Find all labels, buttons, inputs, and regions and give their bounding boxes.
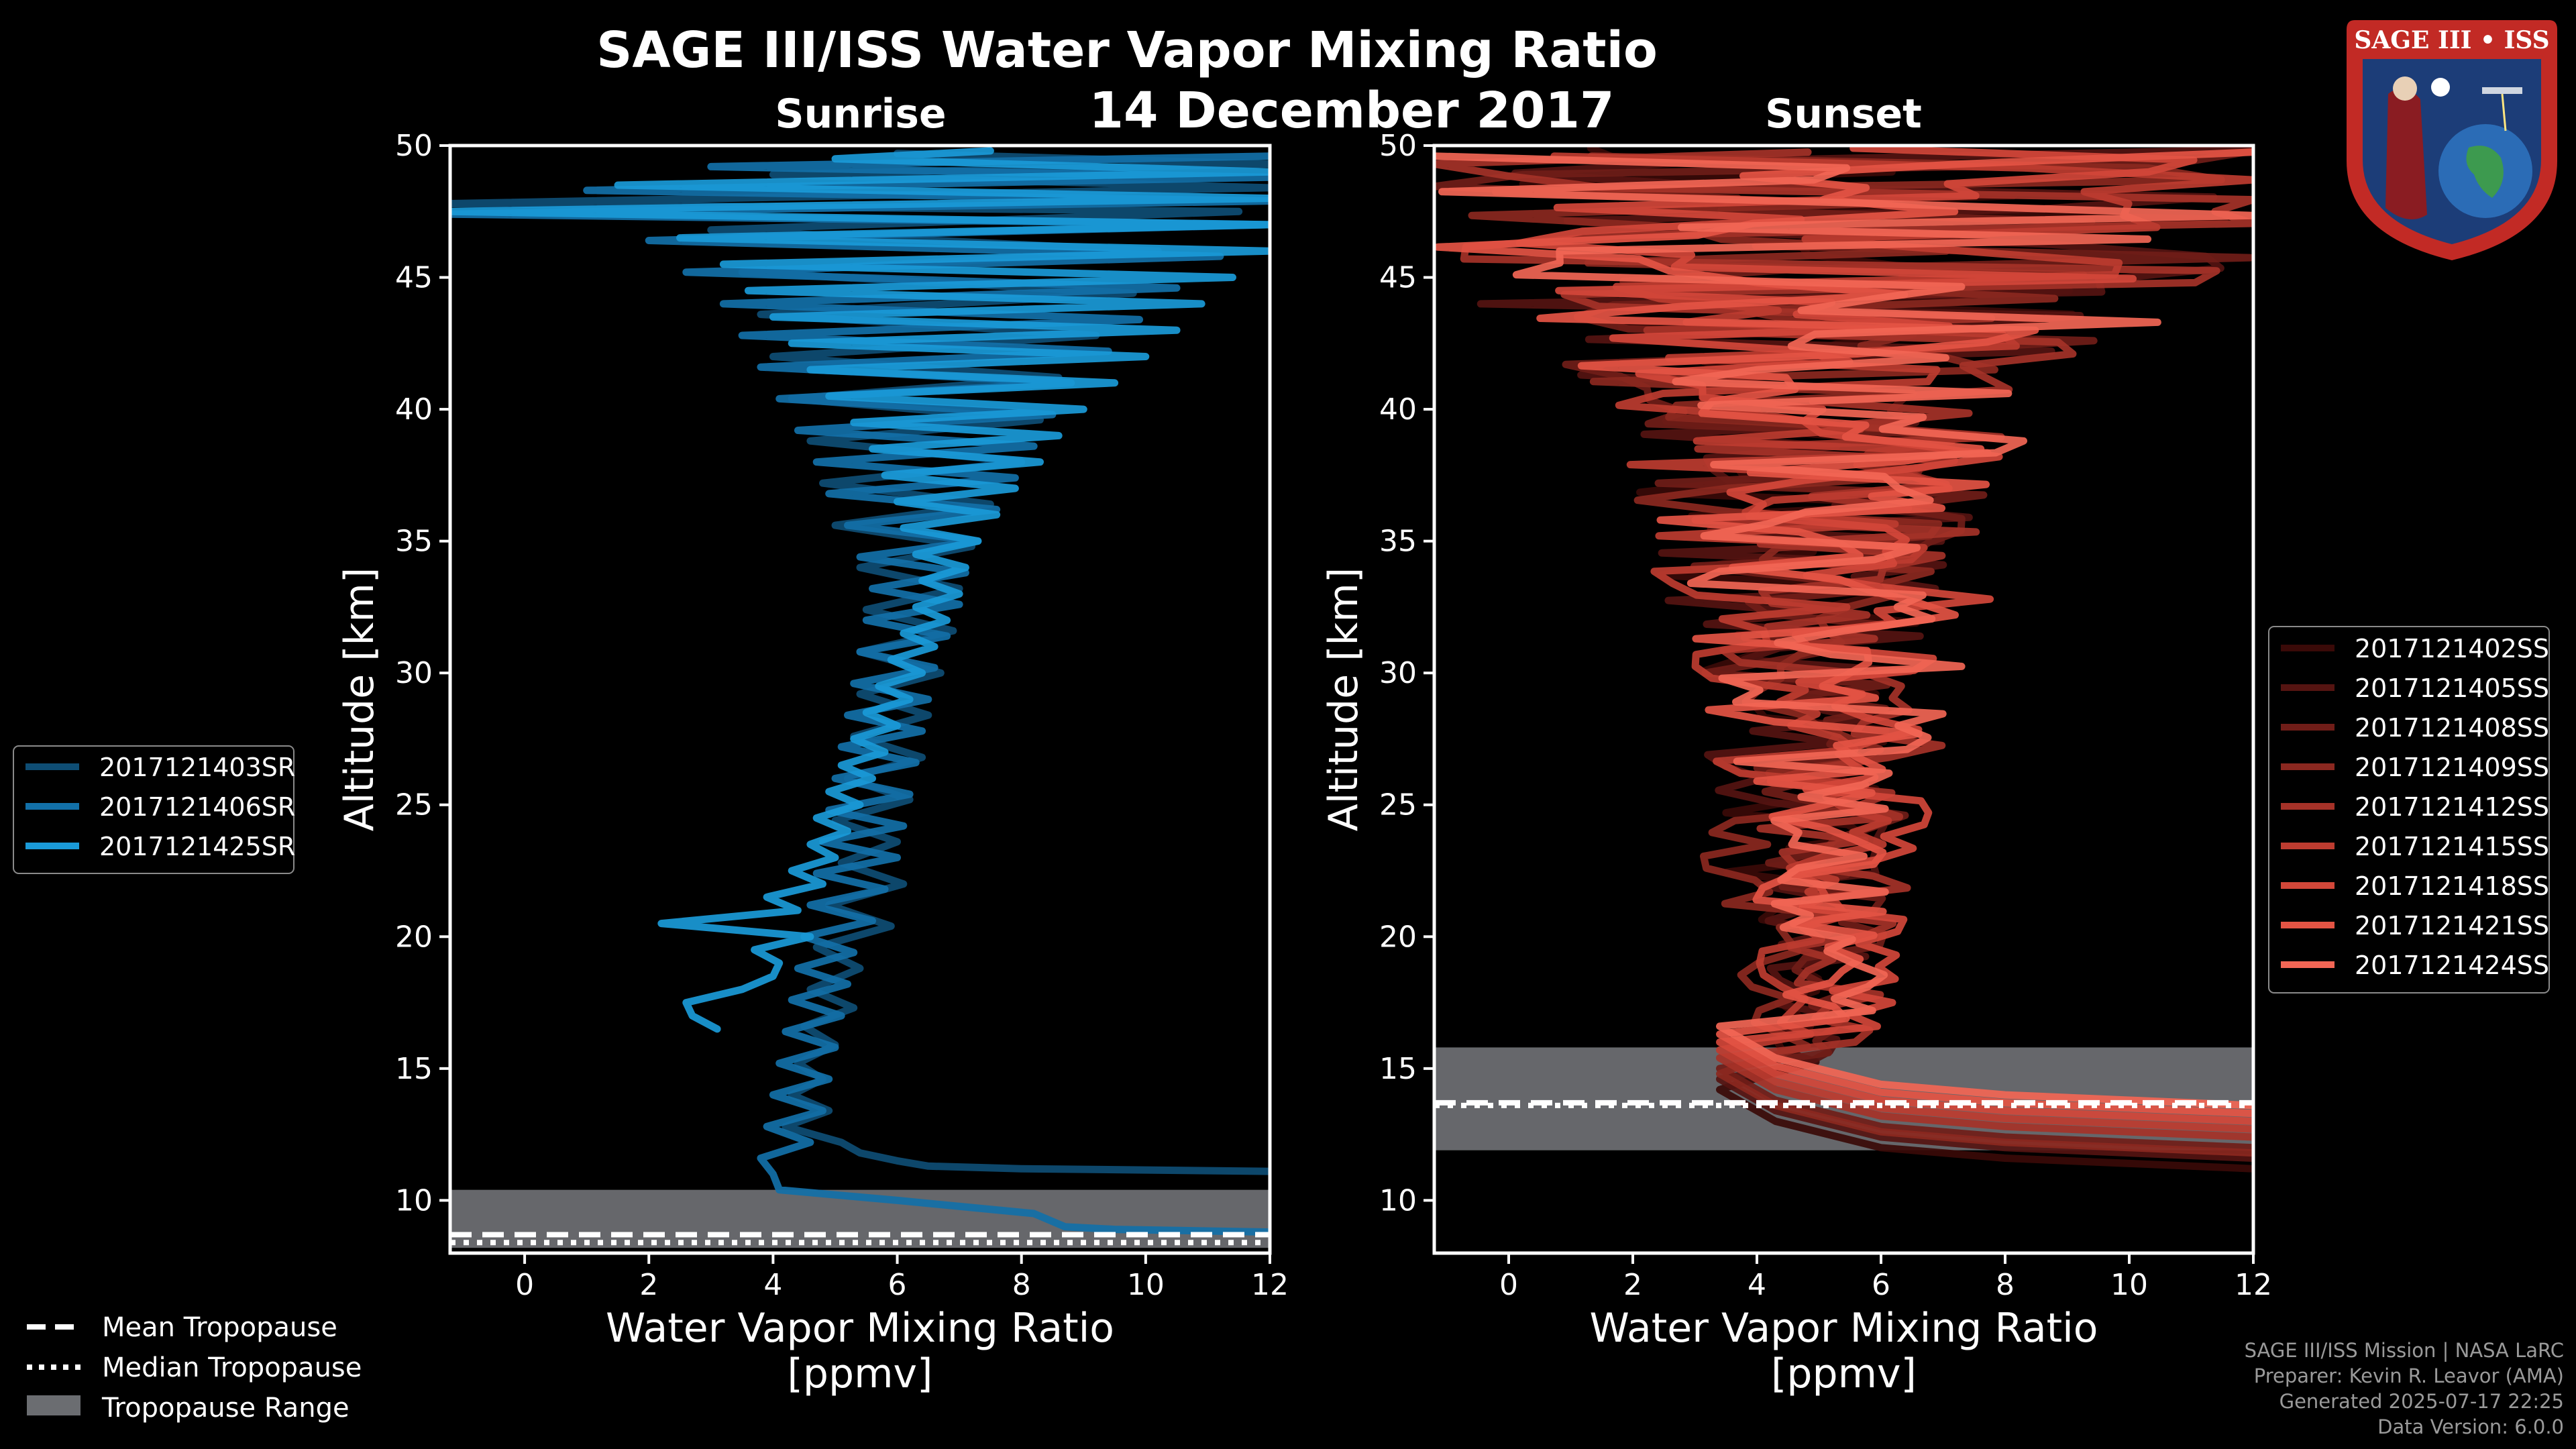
sunrise-ytick-label: 20 xyxy=(395,920,433,954)
sunset-ytick-label: 45 xyxy=(1379,261,1417,295)
sage-iii-iss-logo: SAGE III • ISS xyxy=(2347,20,2557,260)
logo-station-icon xyxy=(2482,87,2522,94)
sunrise-ylabel: Altitude [km] xyxy=(336,568,383,832)
sunrise-ytick-label: 50 xyxy=(395,129,433,163)
sunset-ytick-label: 15 xyxy=(1379,1052,1417,1086)
logo-title: SAGE III • ISS xyxy=(2354,26,2549,54)
sunset-xtick-label: 6 xyxy=(1872,1268,1890,1302)
legend-label-2017121415SS: 2017121415SS xyxy=(2355,832,2549,861)
sunset-ytick-label: 40 xyxy=(1379,392,1417,427)
footer-data-version: Data Version: 6.0.0 xyxy=(2377,1415,2564,1438)
sunrise-legend: 2017121403SR 2017121406SR 2017121425SR xyxy=(13,745,295,874)
sunrise-xtick-label: 0 xyxy=(515,1268,534,1302)
footer-mission: SAGE III/ISS Mission | NASA LaRC xyxy=(2244,1339,2564,1362)
sunset-xtick-label: 10 xyxy=(2110,1268,2148,1302)
sunset-legend-frame xyxy=(2268,626,2550,994)
sunrise-ytick-label: 25 xyxy=(395,788,433,822)
sunrise-xtick-label: 8 xyxy=(1012,1268,1031,1302)
legend-label-2017121409SS: 2017121409SS xyxy=(2355,753,2549,782)
figure-title: SAGE III/ISS Water Vapor Mixing Ratio xyxy=(596,21,1658,79)
sunrise-xtick-label: 4 xyxy=(763,1268,782,1302)
median-tropopause-label: Median Tropopause xyxy=(102,1352,362,1383)
logo-beam-icon xyxy=(2501,93,2507,131)
legend-label-2017121405SS: 2017121405SS xyxy=(2355,674,2549,703)
sunset-ytick-label: 35 xyxy=(1379,525,1417,559)
footer-preparer: Preparer: Kevin R. Leavor (AMA) xyxy=(2253,1364,2564,1387)
sunrise-legend-frame xyxy=(13,745,294,874)
sunset-ytick-label: 50 xyxy=(1379,129,1417,163)
profile-2017121425SR xyxy=(450,147,1270,1033)
sunset-xtick-label: 0 xyxy=(1499,1268,1518,1302)
sunrise-xlabel: Water Vapor Mixing Ratio xyxy=(606,1305,1114,1352)
figure-date: 14 December 2017 xyxy=(1089,82,1615,140)
sunrise-ytick-label: 15 xyxy=(395,1052,433,1086)
sunset-xtick-label: 12 xyxy=(2235,1268,2272,1302)
sunset-axes-frame xyxy=(1432,144,2255,1255)
sunset-ylabel: Altitude [km] xyxy=(1320,568,1367,832)
sunrise-xtick-label: 10 xyxy=(1127,1268,1165,1302)
legend-label-2017121406SR: 2017121406SR xyxy=(99,792,295,822)
legend-label-2017121421SS: 2017121421SS xyxy=(2355,911,2549,941)
logo-figure-head-icon xyxy=(2393,76,2417,101)
legend-label-2017121408SS: 2017121408SS xyxy=(2355,713,2549,743)
tropopause-range-swatch xyxy=(27,1395,80,1415)
sunset-xtick-label: 4 xyxy=(1748,1268,1766,1302)
logo-continent-icon xyxy=(2466,146,2504,198)
sunrise-ytick-label: 35 xyxy=(395,525,433,559)
sunrise-xtick-label: 2 xyxy=(639,1268,658,1302)
sunset-xlabel-units: [ppmv] xyxy=(1771,1350,1917,1397)
profile-2017121406SR xyxy=(450,152,1270,1236)
sunrise-xtick-label: 6 xyxy=(888,1268,907,1302)
panel-title-sunrise: Sunrise xyxy=(775,91,946,138)
sunset-panel: 0 2 4 6 8 10 12 10 15 20 25 30 35 40 45 50 Water Vapor M… xyxy=(1320,129,2272,1397)
sunset-xtick-label: 8 xyxy=(1996,1268,2015,1302)
footer-generated: Generated 2025-07-17 22:25 xyxy=(2279,1390,2564,1413)
sunset-ytick-label: 25 xyxy=(1379,788,1417,822)
logo-figure-icon xyxy=(2385,88,2427,220)
sunrise-xtick-label: 12 xyxy=(1251,1268,1289,1302)
sunrise-ytick-label: 30 xyxy=(395,656,433,690)
sunset-ytick-label: 30 xyxy=(1379,656,1417,690)
tropopause-legend: Mean Tropopause Median Tropopause Tropop… xyxy=(27,1312,362,1424)
legend-label-2017121424SS: 2017121424SS xyxy=(2355,951,2549,980)
sunset-profiles xyxy=(1434,146,2253,1173)
tropopause-range-label: Tropopause Range xyxy=(101,1393,350,1424)
sunset-xlabel: Water Vapor Mixing Ratio xyxy=(1590,1305,2098,1352)
sunrise-axes-frame xyxy=(448,144,1272,1255)
sunset-ytick-label: 20 xyxy=(1379,920,1417,954)
panel-title-sunset: Sunset xyxy=(1765,91,1922,138)
legend-label-2017121412SS: 2017121412SS xyxy=(2355,792,2549,822)
sunset-legend: 2017121402SS 2017121405SS 2017121408SS 2017… xyxy=(2268,626,2550,994)
legend-label-2017121418SS: 2017121418SS xyxy=(2355,871,2549,901)
legend-label-2017121425SR: 2017121425SR xyxy=(99,832,295,861)
footer-credits: SAGE III/ISS Mission | NASA LaRC Prepare… xyxy=(2245,1338,2564,1440)
legend-label-2017121403SR: 2017121403SR xyxy=(99,753,295,782)
mean-tropopause-label: Mean Tropopause xyxy=(102,1312,337,1343)
sunrise-ytick-label: 10 xyxy=(395,1183,433,1218)
sunrise-ytick-label: 40 xyxy=(395,392,433,427)
sunset-xtick-label: 2 xyxy=(1623,1268,1642,1302)
sunrise-panel: 0 2 4 6 8 10 12 10 15 20 25 30 35 40 45 50 Water Vapor M… xyxy=(336,129,1289,1397)
profile-2017121424SS xyxy=(1434,152,2253,1110)
logo-sun-icon xyxy=(2431,78,2450,97)
sunrise-profiles xyxy=(450,147,1270,1236)
sunrise-ytick-label: 45 xyxy=(395,261,433,295)
profile-2017121415SS xyxy=(1550,152,2253,1133)
sunrise-xlabel-units: [ppmv] xyxy=(788,1350,933,1397)
sunset-ytick-label: 10 xyxy=(1379,1183,1417,1218)
legend-label-2017121402SS: 2017121402SS xyxy=(2355,634,2549,663)
